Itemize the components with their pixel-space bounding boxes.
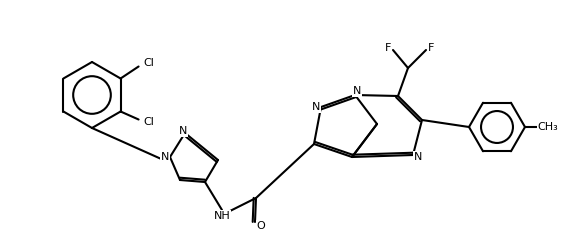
- Text: N: N: [414, 152, 422, 162]
- Text: N: N: [353, 86, 361, 96]
- Text: Cl: Cl: [143, 117, 154, 126]
- Text: N: N: [312, 102, 320, 112]
- Text: N: N: [161, 152, 169, 162]
- Text: O: O: [256, 221, 265, 231]
- Text: NH: NH: [213, 211, 230, 221]
- Text: N: N: [179, 126, 187, 136]
- Text: Cl: Cl: [143, 58, 154, 67]
- Text: F: F: [428, 43, 434, 53]
- Text: CH₃: CH₃: [538, 122, 559, 132]
- Text: F: F: [385, 43, 391, 53]
